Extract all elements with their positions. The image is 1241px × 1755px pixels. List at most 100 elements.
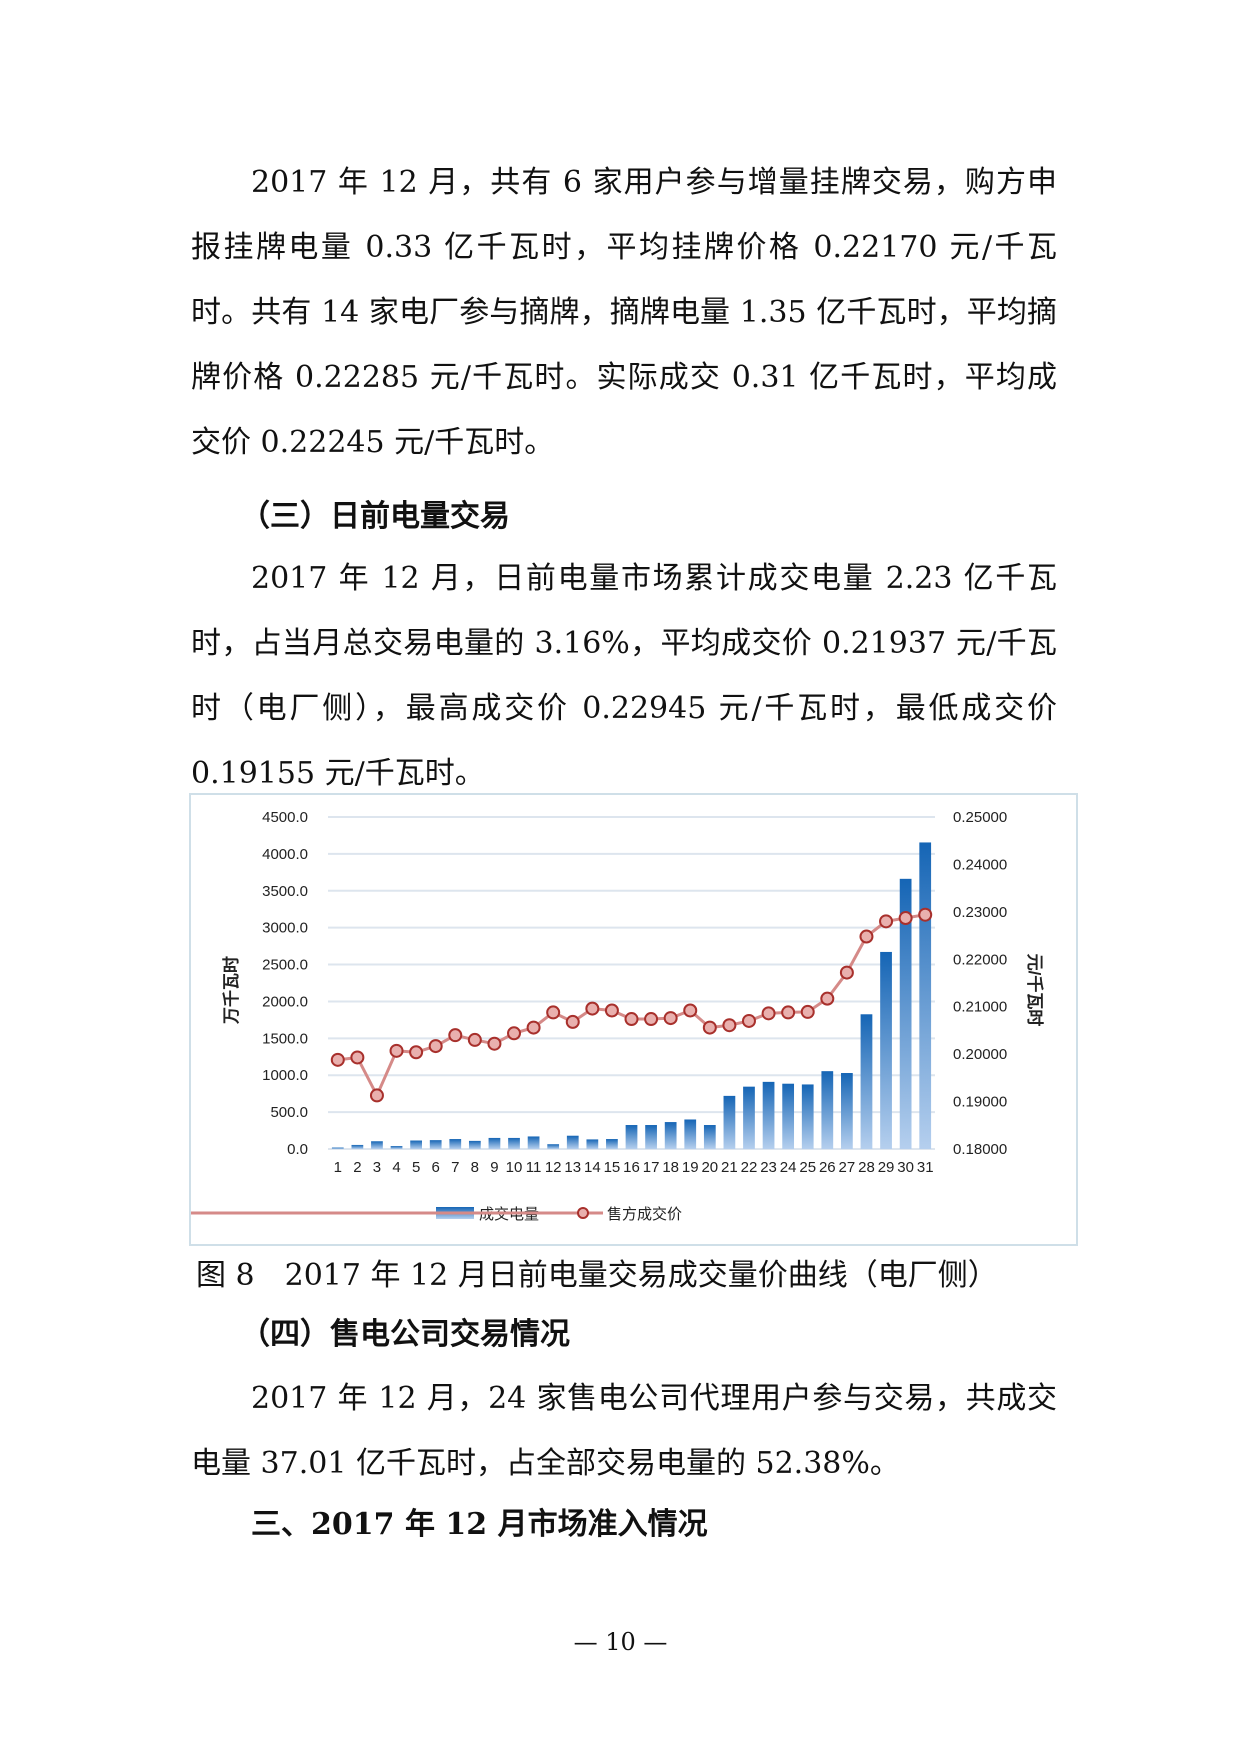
x-tick-label: 22 [741,1159,758,1176]
x-tick-label: 4 [392,1159,400,1176]
price-point [507,1026,522,1041]
y2-tick-label: 0.23000 [953,904,1007,921]
bar [625,1125,638,1149]
price-point [761,1006,776,1021]
price-point [839,965,854,980]
y-tick-label: 2500.0 [262,957,308,974]
y-tick-label: 2000.0 [262,993,308,1010]
bar [449,1139,462,1149]
x-tick-label: 31 [917,1159,934,1176]
paragraph-retail: 2017 年 12 月，24 家售电公司代理用户参与交易，共成交电量 37.01… [191,1381,1057,1481]
price-point [722,1018,737,1033]
x-tick-label: 6 [432,1159,440,1176]
x-tick-label: 9 [490,1159,498,1176]
bar [919,842,932,1149]
price-point [741,1013,756,1028]
bar [664,1122,677,1149]
legend-line-label: 售方成交价 [607,1205,682,1223]
bar [743,1086,755,1149]
bar [821,1071,834,1149]
price-point [409,1045,424,1060]
bar [468,1140,481,1149]
price-point [585,1001,600,1016]
bar [841,1073,853,1149]
y2-tick-label: 0.19000 [953,1094,1007,1111]
price-line [337,913,926,1099]
bar [723,1095,736,1149]
bar [547,1144,560,1149]
x-tick-label: 27 [839,1159,856,1176]
y-axis-title-left: 万千瓦时 [222,956,241,1025]
x-tick-label: 16 [623,1159,640,1176]
y-tick-label: 4500.0 [262,809,308,826]
y2-tick-label: 0.25000 [953,809,1007,826]
bar [331,1147,344,1149]
x-tick-label: 26 [819,1159,836,1176]
chart-svg: 0.0500.01000.01500.02000.02500.03000.035… [191,809,1044,1223]
x-tick-label: 14 [584,1159,601,1176]
figure-caption: 图 8 2017 年 12 月日前电量交易成交量价曲线（电厂侧） [196,1258,998,1293]
x-tick-label: 15 [604,1159,621,1176]
heading-market-access: 三、2017 年 12 月市场准入情况 [251,1507,708,1542]
bar [586,1139,599,1149]
x-tick-label: 2 [353,1159,361,1176]
bar [606,1139,618,1149]
x-tick-label: 8 [471,1159,479,1176]
price-point [565,1014,580,1029]
bar [566,1135,579,1149]
x-tick-label: 20 [701,1159,718,1176]
x-tick-label: 5 [412,1159,420,1176]
bar [429,1140,442,1149]
x-tick-label: 10 [506,1159,523,1176]
x-tick-label: 29 [878,1159,895,1176]
bar [782,1083,795,1149]
price-point [683,1003,698,1018]
price-point [428,1039,443,1054]
y-tick-label: 0.0 [287,1141,308,1158]
y-tick-label: 1500.0 [262,1030,308,1047]
price-point [369,1088,384,1103]
bar [684,1119,697,1149]
x-tick-label: 12 [545,1159,562,1176]
page-number: — 10 — [573,1628,668,1656]
bar [410,1140,422,1149]
x-tick-label: 19 [682,1159,699,1176]
price-point [546,1005,561,1020]
bar [527,1136,540,1149]
price-point [624,1012,639,1027]
price-point [918,907,933,922]
price-point [350,1050,365,1065]
bar [703,1125,716,1149]
bar [899,878,912,1149]
y2-tick-label: 0.20000 [953,1046,1007,1063]
price-point [663,1011,678,1026]
bar [488,1137,501,1149]
x-tick-label: 11 [526,1159,542,1176]
y-tick-label: 3500.0 [262,883,308,900]
y-tick-label: 500.0 [270,1104,308,1121]
y-tick-label: 4000.0 [262,846,308,863]
x-tick-label: 13 [564,1159,581,1176]
bar [645,1125,657,1149]
price-point [389,1043,404,1058]
x-tick-label: 1 [334,1159,342,1176]
price-point [879,914,894,929]
bar [508,1137,520,1149]
paragraph-day-ahead: 2017 年 12 月，日前电量市场累计成交电量 2.23 亿千瓦时，占当月总交… [191,561,1057,791]
x-tick-label: 24 [780,1159,797,1176]
y2-tick-label: 0.18000 [953,1141,1007,1158]
bar [762,1081,775,1149]
price-point [644,1012,659,1027]
price-point [781,1005,796,1020]
legend-line-marker [577,1207,589,1219]
bar [390,1146,403,1149]
legend: 成交电量 售方成交价 [191,1205,682,1223]
price-point [800,1004,815,1019]
price-point [526,1020,541,1035]
x-tick-label: 21 [721,1159,738,1176]
price-point [898,911,913,926]
x-tick-label: 30 [897,1159,914,1176]
x-tick-label: 18 [662,1159,679,1176]
x-tick-label: 28 [858,1159,875,1176]
price-point [702,1020,717,1035]
